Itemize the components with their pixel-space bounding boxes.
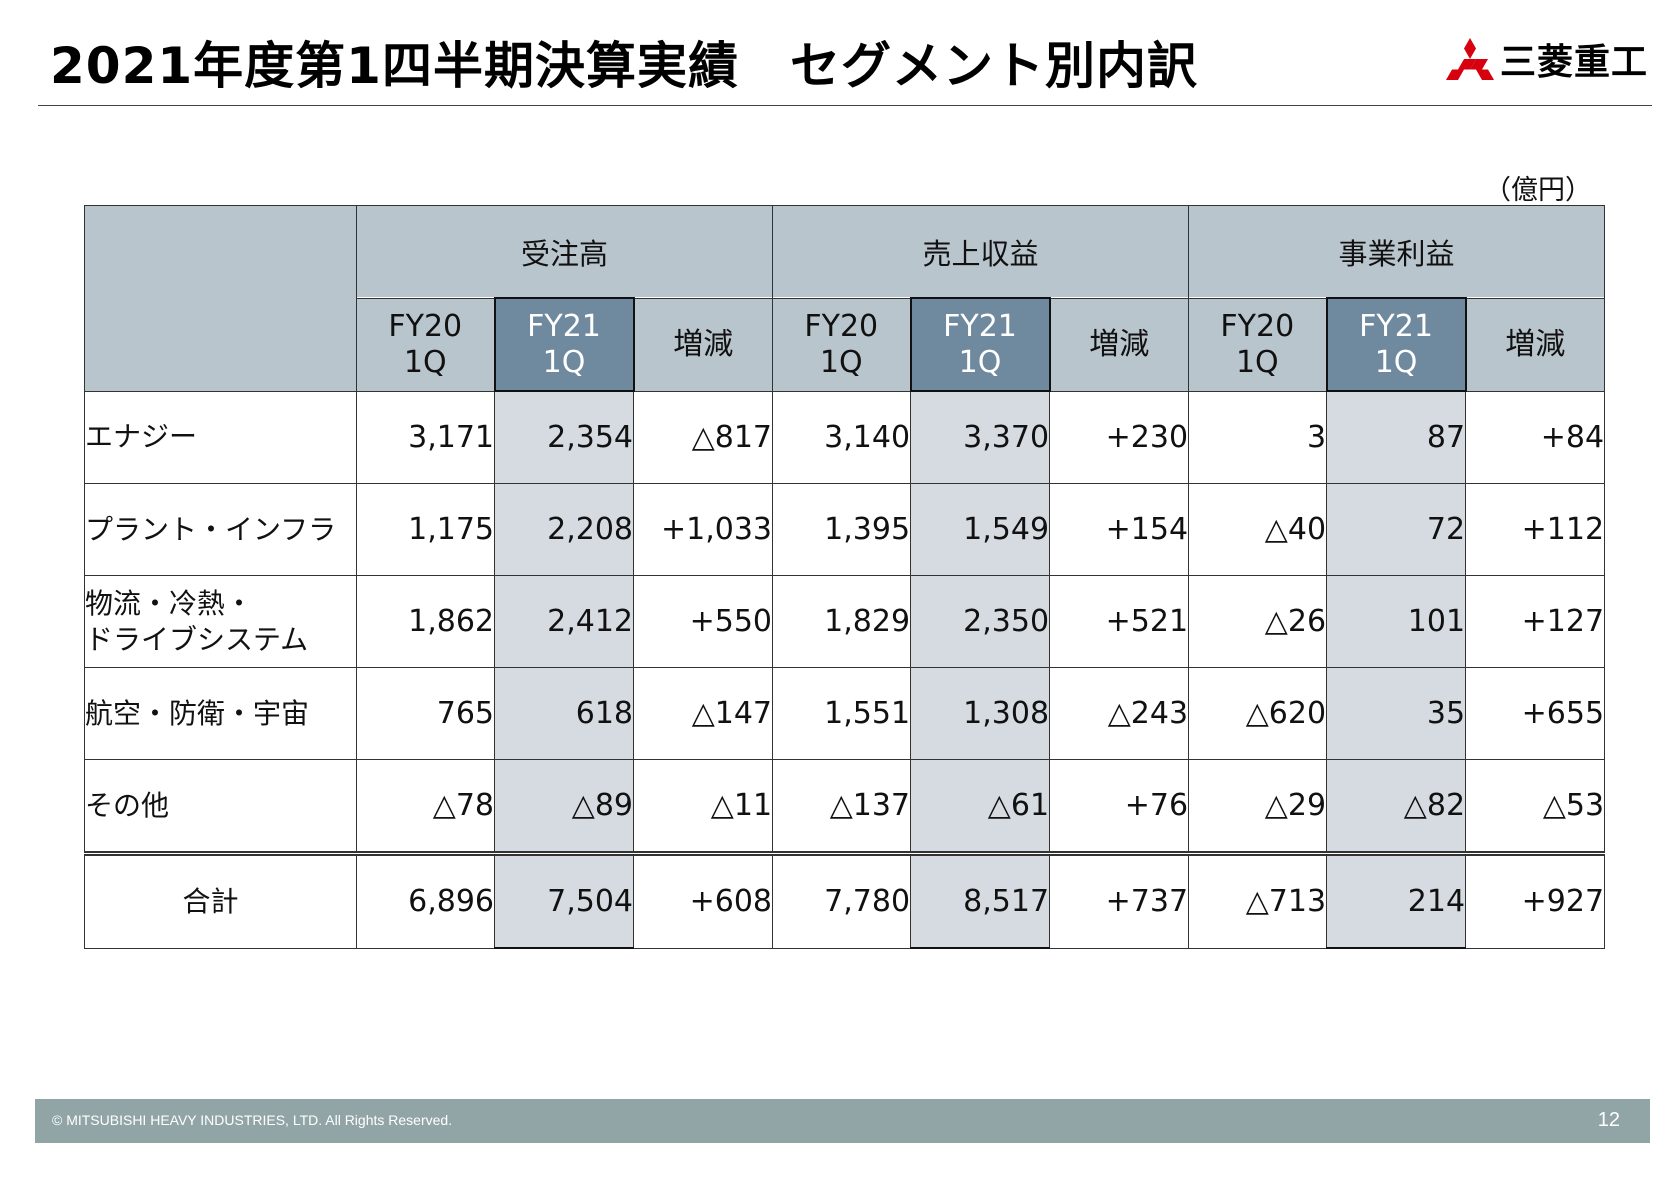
- value-cell: 1,829: [772, 575, 912, 668]
- title-divider: [38, 105, 1652, 106]
- value-cell: +655: [1465, 667, 1606, 760]
- value-cell: △620: [1188, 667, 1328, 760]
- value-cell: 3,370: [910, 390, 1051, 484]
- value-cell: 2,208: [494, 483, 634, 576]
- segment-label: 航空・防衛・宇宙: [84, 667, 357, 760]
- table-row: その他 △78 △89 △11 △137 △61 +76 △29 △82 △53: [84, 759, 1606, 854]
- value-cell: △78: [356, 759, 495, 854]
- three-diamonds-icon: [1446, 38, 1494, 80]
- column-header-fy21: FY21 1Q: [493, 297, 635, 392]
- value-cell: △26: [1188, 575, 1328, 668]
- value-cell: +927: [1465, 851, 1606, 949]
- value-cell: +112: [1465, 483, 1606, 576]
- value-cell: 72: [1326, 483, 1467, 576]
- value-cell: +608: [632, 851, 774, 949]
- value-cell: △137: [772, 759, 912, 854]
- column-header-fy21: FY21 1Q: [909, 297, 1051, 392]
- segment-label: 物流・冷熱・ ドライブシステム: [84, 575, 357, 668]
- value-cell: 1,175: [356, 483, 495, 576]
- value-cell: 2,350: [910, 575, 1051, 668]
- company-name: 三菱重工: [1500, 42, 1649, 83]
- column-header-change: 増減: [1049, 297, 1190, 392]
- value-cell: △82: [1326, 759, 1467, 854]
- value-cell: 101: [1326, 575, 1467, 668]
- value-cell: 765: [356, 667, 495, 760]
- group-header: 受注高: [355, 205, 774, 299]
- value-cell: 214: [1326, 851, 1467, 949]
- value-cell: △243: [1049, 667, 1190, 760]
- column-header-fy20: FY20 1Q: [772, 297, 912, 392]
- column-header-change: 増減: [1465, 297, 1606, 392]
- value-cell: +154: [1049, 483, 1190, 576]
- value-cell: +76: [1049, 759, 1190, 854]
- value-cell: △53: [1465, 759, 1606, 854]
- group-header: 事業利益: [1188, 205, 1606, 299]
- unit-label: （億円）: [1484, 175, 1592, 206]
- value-cell: 6,896: [356, 851, 495, 949]
- value-cell: △147: [632, 667, 774, 760]
- page-number: 12: [1597, 1109, 1620, 1131]
- segment-table: 受注高 売上収益 事業利益 FY20 1Q FY21 1Q 増減 FY20 1Q FY…: [84, 205, 1606, 949]
- value-cell: △817: [632, 390, 774, 484]
- total-label: 合計: [84, 851, 357, 949]
- value-cell: △11: [632, 759, 774, 854]
- value-cell: △40: [1188, 483, 1328, 576]
- column-header-fy20: FY20 1Q: [356, 297, 495, 392]
- value-cell: 1,551: [772, 667, 912, 760]
- value-cell: +230: [1049, 390, 1190, 484]
- total-row: 合計 6,896 7,504 +608 7,780 8,517 +737 △71…: [84, 851, 1606, 949]
- page-title: 2021年度第1四半期決算実績 セグメント別内訳: [50, 37, 1198, 95]
- value-cell: 7,504: [494, 851, 634, 949]
- value-cell: △29: [1188, 759, 1328, 854]
- value-cell: +1,033: [632, 483, 774, 576]
- value-cell: △61: [910, 759, 1051, 854]
- company-logo: 三菱重工: [1446, 36, 1649, 83]
- table-row: プラント・インフラ 1,175 2,208 +1,033 1,395 1,549…: [84, 483, 1606, 576]
- value-cell: 2,412: [494, 575, 634, 668]
- group-header-row: 受注高 売上収益 事業利益: [84, 205, 1606, 392]
- value-cell: 1,862: [356, 575, 495, 668]
- value-cell: 1,308: [910, 667, 1051, 760]
- value-cell: 2,354: [494, 390, 634, 484]
- value-cell: 1,549: [910, 483, 1051, 576]
- value-cell: 3,171: [356, 390, 495, 484]
- value-cell: +521: [1049, 575, 1190, 668]
- footer-bar: © MITSUBISHI HEAVY INDUSTRIES, LTD. All …: [35, 1099, 1650, 1143]
- group-header: 売上収益: [772, 205, 1190, 299]
- table-row: エナジー 3,171 2,354 △817 3,140 3,370 +230 3…: [84, 390, 1606, 484]
- value-cell: 3,140: [772, 390, 912, 484]
- value-cell: △89: [494, 759, 634, 854]
- column-header-fy21: FY21 1Q: [1325, 297, 1467, 392]
- value-cell: 1,395: [772, 483, 912, 576]
- value-cell: 618: [494, 667, 634, 760]
- value-cell: 35: [1326, 667, 1467, 760]
- value-cell: +84: [1465, 390, 1606, 484]
- value-cell: +550: [632, 575, 774, 668]
- copyright-text: © MITSUBISHI HEAVY INDUSTRIES, LTD. All …: [52, 1112, 453, 1128]
- value-cell: 87: [1326, 390, 1467, 484]
- value-cell: 7,780: [772, 851, 912, 949]
- segment-label: その他: [84, 759, 357, 854]
- column-header-row: FY20 1Q FY21 1Q 増減 FY20 1Q FY21 1Q 増減 FY20 1Q…: [85, 297, 1606, 392]
- segment-label: プラント・インフラ: [84, 483, 357, 576]
- value-cell: 3: [1188, 390, 1328, 484]
- value-cell: 8,517: [910, 851, 1051, 949]
- corner-cell: [84, 205, 357, 392]
- table-row: 物流・冷熱・ ドライブシステム 1,862 2,412 +550 1,829 2,…: [84, 575, 1606, 668]
- column-header-fy20: FY20 1Q: [1188, 297, 1328, 392]
- value-cell: +737: [1049, 851, 1190, 949]
- value-cell: △713: [1188, 851, 1328, 949]
- value-cell: +127: [1465, 575, 1606, 668]
- segment-label: エナジー: [84, 390, 357, 484]
- column-header-change: 増減: [632, 297, 774, 392]
- table-row: 航空・防衛・宇宙 765 618 △147 1,551 1,308 △243 △…: [84, 667, 1606, 760]
